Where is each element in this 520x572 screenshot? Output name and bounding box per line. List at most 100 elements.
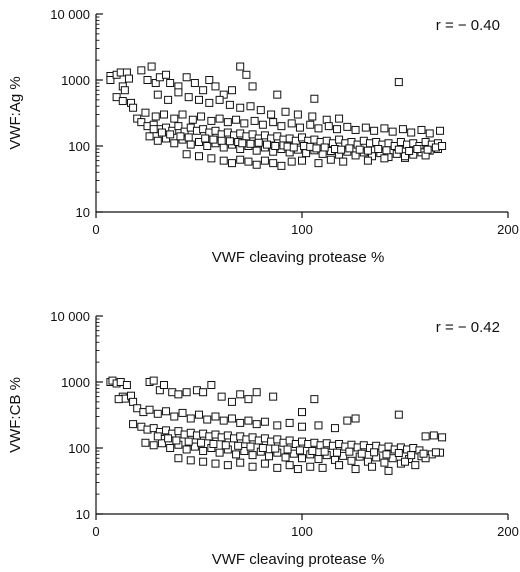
data-point (166, 130, 175, 139)
y-axis-title: VWF:CB % (7, 377, 24, 453)
data-point (166, 79, 175, 88)
data-point (281, 453, 290, 462)
data-point (129, 420, 138, 429)
data-point (209, 439, 218, 448)
data-point (363, 146, 372, 155)
data-point (394, 145, 403, 154)
data-point (351, 465, 360, 474)
data-point (174, 88, 183, 97)
data-point (308, 447, 317, 456)
data-point (184, 437, 193, 446)
x-tick-label: 100 (291, 524, 313, 539)
data-point (269, 118, 278, 127)
data-point (195, 95, 203, 104)
data-point (380, 458, 389, 467)
data-point (413, 145, 422, 154)
data-point (244, 395, 253, 404)
data-point (227, 414, 236, 423)
data-point (184, 93, 193, 102)
data-point (363, 457, 372, 466)
data-point (368, 152, 377, 161)
data-point (176, 132, 185, 141)
data-point (234, 441, 243, 450)
data-point (407, 451, 416, 460)
data-point (380, 124, 389, 133)
data-point (355, 145, 364, 154)
data-point (195, 410, 203, 419)
data-point (318, 463, 327, 472)
data-point (232, 450, 241, 459)
data-point (273, 463, 282, 472)
data-point (215, 114, 224, 123)
data-point (343, 122, 352, 131)
data-point (197, 438, 206, 447)
data-point (388, 127, 397, 136)
data-point (215, 448, 224, 457)
data-point (314, 124, 323, 133)
data-point (207, 116, 216, 125)
data-point (178, 408, 187, 417)
data-point (429, 431, 438, 440)
y-tick-label: 1000 (61, 375, 90, 390)
data-point (174, 122, 183, 131)
x-axis-title: VWF cleaving protease % (212, 249, 385, 266)
data-point (250, 116, 259, 125)
data-point (141, 438, 150, 447)
data-point (298, 408, 306, 417)
data-point (324, 122, 333, 131)
data-point (287, 119, 296, 128)
data-point (411, 461, 420, 470)
data-point (262, 140, 271, 149)
data-point (201, 134, 210, 143)
data-point (151, 79, 160, 88)
data-point (182, 150, 191, 159)
data-point (295, 123, 304, 132)
data-point (137, 66, 146, 75)
data-point (339, 157, 348, 166)
data-point (236, 62, 245, 71)
data-point (382, 146, 391, 155)
data-point (335, 114, 344, 123)
y-tick-label: 10 (76, 507, 90, 522)
data-point (289, 143, 298, 152)
data-point (232, 115, 241, 124)
data-point (273, 421, 282, 430)
data-point (277, 161, 286, 170)
data-point (162, 407, 171, 416)
data-point (219, 416, 228, 425)
data-point (260, 156, 269, 165)
data-point (174, 454, 183, 463)
data-point (357, 449, 366, 458)
data-point (285, 418, 294, 427)
data-point (283, 445, 292, 454)
data-point (227, 397, 236, 406)
data-point (248, 451, 257, 460)
chart-panel-2: 10 100 1000 10 000 0 100 200 VWF cleaving prote… (7, 309, 519, 568)
data-point (124, 74, 133, 83)
data-point (240, 447, 249, 456)
data-point (246, 139, 255, 148)
data-point (407, 128, 416, 137)
data-point (223, 461, 232, 470)
data-point (205, 98, 214, 107)
data-point (438, 433, 447, 442)
data-point (182, 73, 191, 82)
data-point (118, 97, 127, 106)
data-point (382, 450, 391, 459)
data-point (217, 136, 226, 145)
data-point (438, 142, 447, 150)
data-point (333, 448, 342, 457)
data-point (172, 436, 181, 445)
data-point (188, 115, 197, 124)
data-point (242, 70, 251, 79)
data-point (421, 432, 430, 441)
data-point (405, 147, 414, 155)
data-point (345, 447, 354, 456)
data-point (141, 108, 150, 117)
data-point (314, 455, 323, 464)
data-point (209, 135, 218, 144)
data-point (106, 76, 115, 84)
data-point (149, 441, 158, 450)
data-point (129, 397, 138, 406)
